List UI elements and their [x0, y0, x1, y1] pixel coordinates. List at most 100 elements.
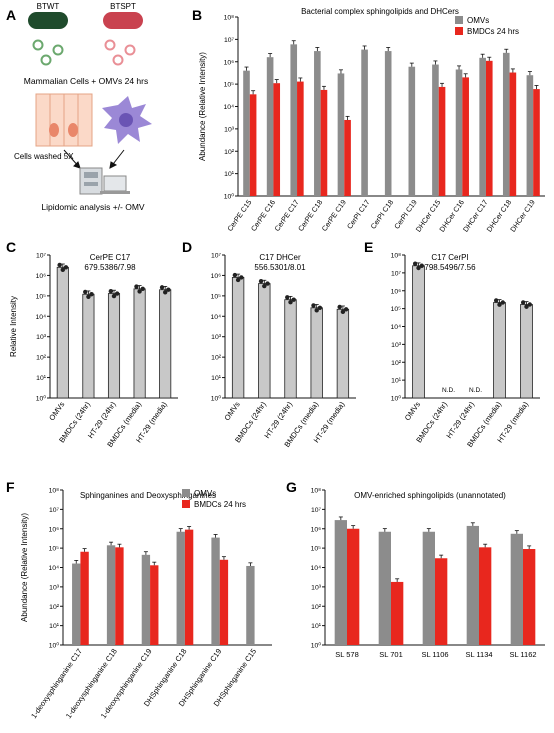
bar: [520, 304, 533, 399]
y-tick-label: 10¹: [311, 623, 322, 630]
y-tick-label: 10⁵: [311, 546, 322, 553]
y-tick-label: 10⁰: [49, 642, 60, 650]
y-tick-label: 10⁰: [391, 395, 402, 403]
y-tick-label: 10⁰: [311, 642, 322, 650]
replicate-point: [314, 308, 319, 313]
panel-letter-c: C: [6, 239, 16, 255]
chart-title: C17 DHCer: [259, 253, 301, 262]
y-tick-label: 10⁷: [311, 507, 322, 514]
bar-bmdcs: [150, 565, 159, 645]
y-tick-label: 10¹: [391, 378, 402, 385]
y-tick-label: 10³: [311, 584, 322, 591]
chart-panel-e: 10⁰ 10¹ 10² 10³ 10⁴ 10⁵ 10⁶ 10⁷ 10⁸ C17 CerPI798.…: [391, 253, 540, 449]
y-axis-label: Abundance (Relative Intensity): [198, 52, 207, 161]
y-tick-label: 10⁸: [224, 15, 235, 22]
y-tick-label: 10⁸: [49, 488, 60, 495]
bar: [231, 277, 245, 399]
epithelial-cells: [35, 93, 93, 147]
replicate-point: [140, 286, 145, 292]
bar-bmdcs: [344, 119, 351, 196]
x-tick-label: SL 701: [379, 650, 403, 659]
y-tick-label: 10⁴: [49, 565, 60, 572]
legend-label: BMDCs 24 hrs: [194, 500, 246, 509]
bar-omvs: [466, 525, 479, 645]
bar-bmdcs: [391, 581, 404, 645]
x-tick-label: OMVs: [47, 400, 66, 422]
y-tick-label: 10⁰: [211, 395, 222, 403]
legend-swatch: [455, 27, 463, 35]
y-tick-label: 10⁷: [49, 507, 60, 514]
omv-vesicles: [32, 39, 136, 66]
bar-omvs: [337, 73, 345, 196]
y-tick-label: 10¹: [36, 375, 47, 382]
bar-omvs: [266, 57, 274, 196]
bar-bmdcs: [80, 551, 89, 645]
y-tick-label: 10⁴: [224, 104, 235, 111]
bar-omvs: [378, 531, 391, 645]
y-tick-label: 10⁵: [36, 293, 47, 300]
y-tick-label: 10⁸: [311, 488, 322, 495]
y-tick-label: 10⁴: [311, 565, 322, 572]
x-tick-label: SL 578: [335, 650, 359, 659]
y-tick-label: 10⁵: [391, 306, 402, 313]
bar: [56, 266, 69, 399]
bar-bmdcs: [523, 549, 536, 645]
y-tick-label: 10⁶: [311, 526, 322, 533]
replicate-point: [111, 293, 117, 299]
bar-omvs: [455, 69, 463, 196]
bar: [493, 302, 506, 399]
y-tick-label: 10⁵: [211, 293, 222, 300]
legend-label: OMVs: [467, 16, 489, 25]
y-tick-label: 10¹: [49, 623, 60, 630]
replicate-point: [166, 287, 171, 292]
y-tick-label: 10¹: [224, 171, 235, 178]
replicate-point: [137, 289, 142, 294]
replicate-point: [114, 291, 120, 296]
chart-title: CerPE C17: [90, 253, 131, 262]
replicate-point: [239, 275, 244, 280]
bar-bmdcs: [273, 83, 281, 196]
bar-omvs: [361, 49, 368, 196]
panel-letter-a: A: [6, 7, 16, 23]
bar: [284, 299, 297, 399]
bar-omvs: [290, 44, 298, 196]
bar: [310, 307, 323, 399]
legend-label: OMVs: [194, 489, 216, 498]
y-tick-label: 10²: [36, 355, 47, 362]
bar: [107, 293, 121, 399]
dendritic-cell: [102, 96, 152, 144]
replicate-point: [343, 307, 349, 312]
chart-panel-c: 10⁰ 10¹ 10² 10³ 10⁴ 10⁵ 10⁶ 10⁷ CerPE C17679.538…: [9, 253, 178, 449]
bar-omvs: [176, 531, 185, 645]
chart-panel-d: 10⁰ 10¹ 10² 10³ 10⁴ 10⁵ 10⁶ 10⁷ C17 DHCer556.530…: [211, 253, 356, 449]
x-tick-label: SL 1134: [465, 650, 492, 659]
replicate-point: [493, 298, 499, 303]
replicate-point: [416, 265, 421, 271]
replicate-point: [258, 279, 264, 284]
replicate-point: [86, 294, 91, 299]
chart-panel-g: 10⁰ 10¹ 10² 10³ 10⁴ 10⁵ 10⁶ 10⁷ 10⁸ OMV-enriched …: [311, 488, 545, 659]
bar-omvs: [479, 57, 486, 196]
schematic-panel: BTWT BTSPT Mammalian Cells + OMVs 24 hrs: [14, 2, 152, 212]
y-tick-label: 10³: [391, 342, 402, 349]
step-lipidomics: Lipidomic analysis +/- OMV: [41, 202, 145, 212]
chart-subtitle: 798.5496/7.56: [424, 263, 476, 272]
y-tick-label: 10³: [49, 584, 60, 591]
replicate-point: [235, 277, 241, 283]
bar-omvs: [384, 51, 392, 196]
y-tick-label: 10²: [224, 149, 235, 156]
y-tick-label: 10⁶: [211, 273, 222, 280]
replicate-point: [520, 300, 526, 305]
replicate-point: [63, 265, 69, 270]
y-tick-label: 10⁶: [391, 288, 402, 295]
replicate-point: [497, 302, 502, 307]
y-tick-label: 10²: [49, 604, 60, 611]
bar: [258, 283, 271, 399]
bar-bmdcs: [479, 547, 492, 645]
bar-omvs: [243, 70, 250, 196]
bar-omvs: [314, 51, 321, 196]
replicate-point: [83, 289, 88, 295]
bar-bmdcs: [184, 529, 194, 645]
panel-letter-d: D: [182, 239, 192, 255]
y-tick-label: 10³: [36, 334, 47, 341]
